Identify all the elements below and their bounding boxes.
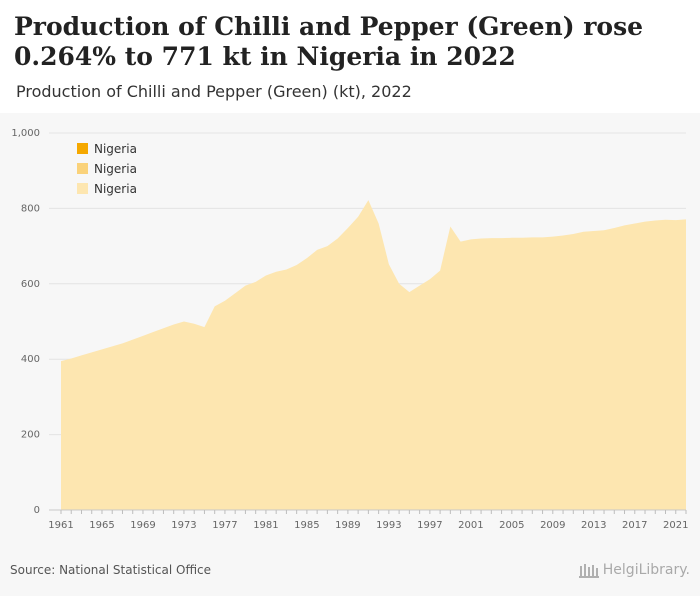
source-note: Source: National Statistical Office	[10, 563, 212, 577]
x-tick-label: 2013	[581, 520, 606, 531]
x-tick-label: 2021	[663, 520, 688, 531]
x-tick-label: 1961	[48, 520, 73, 531]
chart-header: Production of Chilli and Pepper (Green) …	[0, 0, 700, 113]
x-tick-label: 1973	[171, 520, 196, 531]
x-tick-label: 1997	[417, 520, 442, 531]
y-tick-label: 600	[21, 279, 40, 290]
legend-label[interactable]: Nigeria	[94, 142, 137, 156]
brand-logo[interactable]: HelgiLibrary.	[578, 562, 690, 578]
y-tick-label: 800	[21, 203, 40, 214]
x-tick-label: 1993	[376, 520, 401, 531]
chart-subtitle: Production of Chilli and Pepper (Green) …	[16, 82, 412, 101]
axes: 0 200 400 600 800 1,000 1961 1965 1969 1973 1977 19…	[11, 128, 688, 531]
y-tick-label: 1,000	[11, 128, 40, 139]
series-area-nigeria[interactable]	[61, 200, 686, 510]
chart-title: Production of Chilli and Pepper (Green) …	[14, 12, 644, 71]
series-area	[61, 200, 686, 510]
x-tick-label: 1965	[89, 520, 114, 531]
area-chart: 0 200 400 600 800 1,000 1961 1965 1969 1973 1977 19…	[11, 128, 688, 531]
x-tick-label: 1985	[294, 520, 319, 531]
legend: Nigeria Nigeria Nigeria	[77, 142, 137, 196]
legend-swatch	[77, 143, 88, 154]
x-tick-label: 2005	[499, 520, 524, 531]
x-tick-label: 1981	[253, 520, 278, 531]
x-tick-label: 1989	[335, 520, 360, 531]
legend-label[interactable]: Nigeria	[94, 182, 137, 196]
y-tick-label: 0	[34, 505, 40, 516]
x-tick-label: 2017	[622, 520, 647, 531]
y-tick-label: 200	[21, 430, 40, 441]
y-tick-label: 400	[21, 354, 40, 365]
x-tick-label: 1969	[130, 520, 155, 531]
x-tick-label: 1977	[212, 520, 237, 531]
legend-swatch	[77, 163, 88, 174]
legend-swatch	[77, 183, 88, 194]
library-building-icon	[578, 564, 599, 578]
legend-label[interactable]: Nigeria	[94, 162, 137, 176]
x-tick-label: 2001	[458, 520, 483, 531]
x-tick-label: 2009	[540, 520, 565, 531]
brand-name: HelgiLibrary.	[602, 562, 690, 578]
